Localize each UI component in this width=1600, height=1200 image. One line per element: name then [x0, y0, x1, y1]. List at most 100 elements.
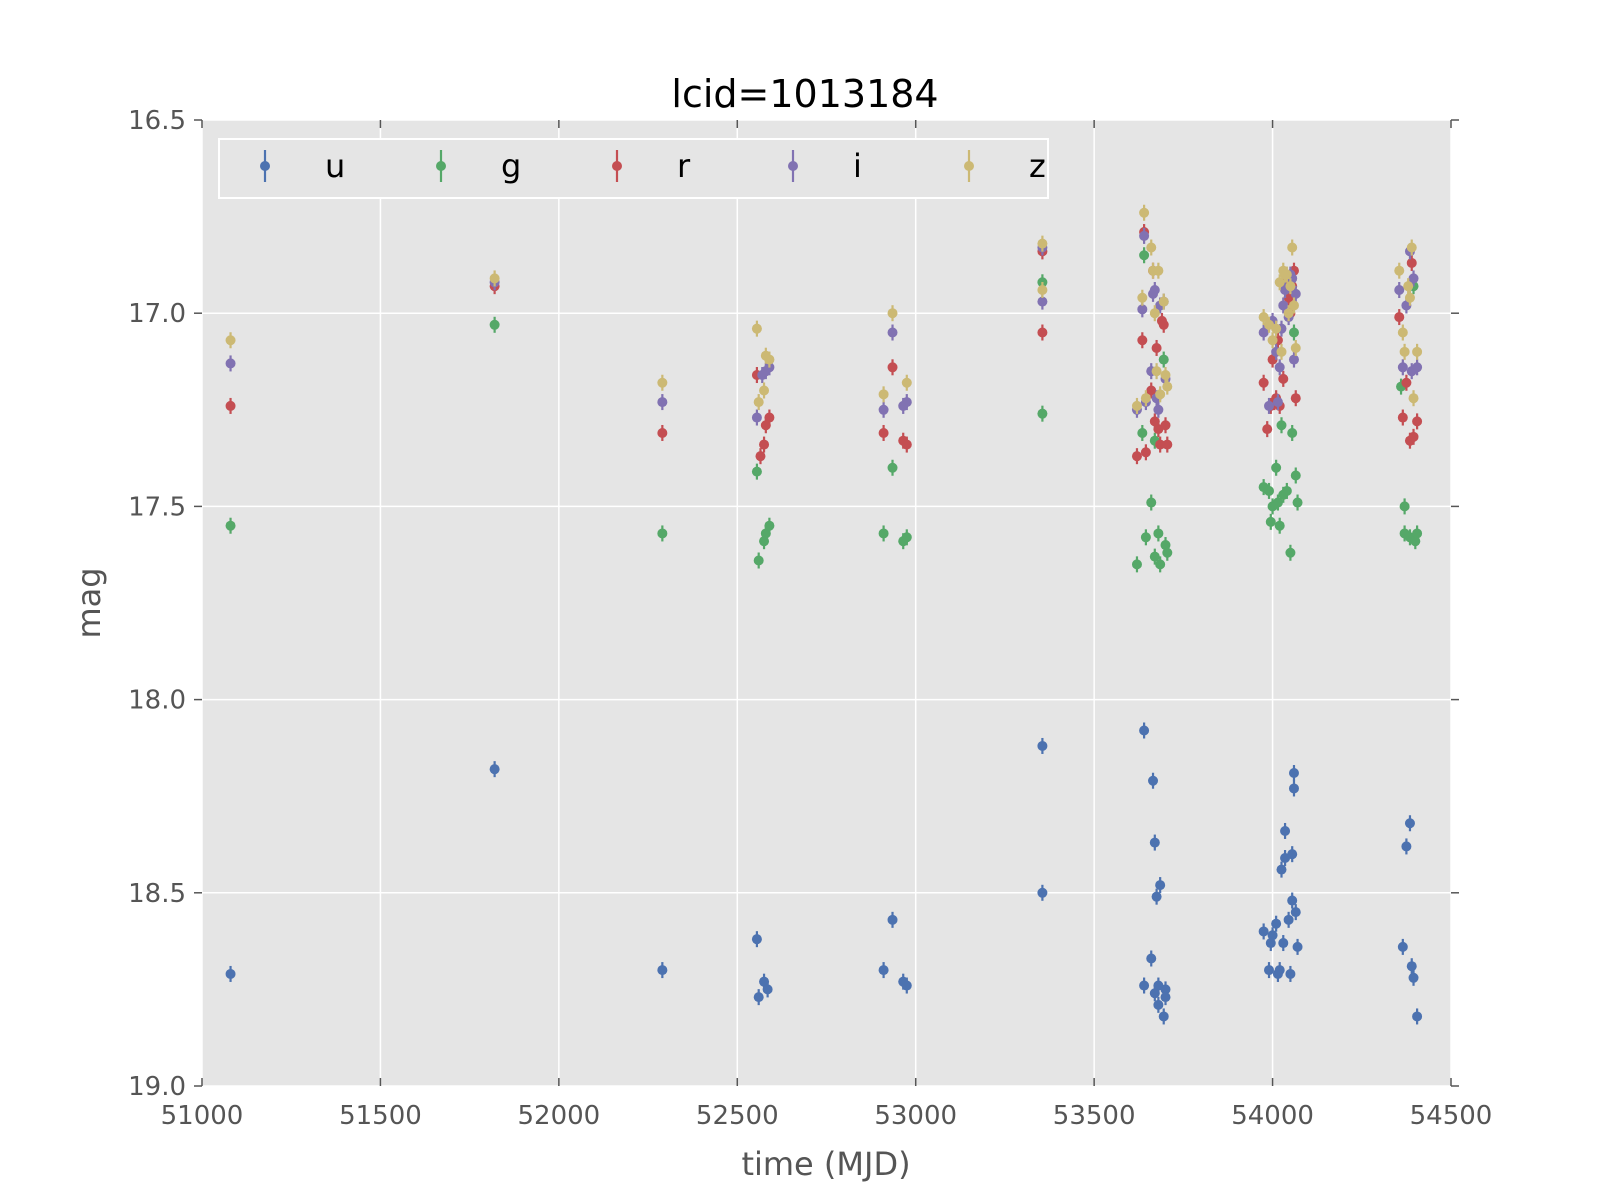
data-point-r — [1406, 257, 1417, 268]
data-point-i — [1153, 404, 1164, 415]
data-point-g — [1287, 427, 1298, 438]
data-point-g — [1274, 520, 1285, 531]
data-point-g — [1265, 516, 1276, 527]
data-point-u — [1397, 941, 1408, 952]
data-point-i — [1037, 296, 1048, 307]
data-point-z — [1281, 269, 1292, 280]
data-point-z — [1158, 296, 1169, 307]
data-point-g — [657, 528, 668, 539]
data-point-z — [1153, 265, 1164, 276]
data-point-g — [878, 528, 889, 539]
data-point-u — [1155, 880, 1166, 891]
data-point-i — [751, 412, 762, 423]
data-point-g — [753, 555, 764, 566]
data-point-z — [759, 385, 770, 396]
legend-marker — [788, 161, 798, 171]
data-point-u — [762, 984, 773, 995]
x-tick-label: 51000 — [161, 1101, 244, 1131]
data-point-i — [657, 397, 668, 408]
data-point-i — [1394, 285, 1405, 296]
data-point-z — [1412, 346, 1423, 357]
data-point-g — [1037, 408, 1048, 419]
legend-marker — [612, 161, 622, 171]
data-point-u — [1274, 965, 1285, 976]
data-point-i — [1264, 400, 1275, 411]
data-point-g — [1271, 462, 1282, 473]
data-point-z — [1267, 335, 1278, 346]
data-point-u — [1406, 961, 1417, 972]
legend-item-z: z — [964, 147, 1046, 185]
data-point-u — [1290, 907, 1301, 918]
legend-label-z: z — [1029, 147, 1046, 185]
data-point-g — [1276, 420, 1287, 431]
series-z — [225, 204, 1423, 414]
data-point-z — [1287, 242, 1298, 253]
data-point-z — [751, 323, 762, 334]
data-point-u — [1139, 980, 1150, 991]
data-point-g — [1290, 470, 1301, 481]
data-point-r — [1262, 424, 1273, 435]
data-point-z — [1408, 393, 1419, 404]
legend-marker — [436, 161, 446, 171]
data-point-z — [1397, 327, 1408, 338]
x-tick-label: 52000 — [517, 1101, 600, 1131]
data-point-g — [1155, 559, 1166, 570]
legend-marker — [964, 161, 974, 171]
data-point-g — [1264, 485, 1275, 496]
data-point-u — [1037, 887, 1048, 898]
data-point-u — [1149, 837, 1160, 848]
data-point-i — [1272, 397, 1283, 408]
data-point-z — [1131, 400, 1142, 411]
x-tick-label: 54500 — [1410, 1101, 1493, 1131]
data-point-z — [1037, 238, 1048, 249]
data-point-u — [751, 934, 762, 945]
chart-title: lcid=1013184 — [671, 72, 938, 116]
data-point-g — [901, 532, 912, 543]
data-point-z — [1276, 346, 1287, 357]
data-point-z — [1258, 312, 1269, 323]
data-point-i — [1139, 230, 1150, 241]
data-point-u — [1287, 895, 1298, 906]
data-point-u — [1139, 725, 1150, 736]
data-point-i — [1149, 285, 1160, 296]
data-point-z — [1288, 300, 1299, 311]
y-tick-label: 19.0 — [128, 1072, 186, 1102]
data-point-r — [1412, 416, 1423, 427]
data-point-i — [1278, 300, 1289, 311]
data-point-z — [1290, 342, 1301, 353]
data-point-r — [1137, 335, 1148, 346]
data-point-z — [1274, 277, 1285, 288]
data-point-z — [1139, 207, 1150, 218]
data-point-z — [1285, 281, 1296, 292]
data-point-r — [1394, 312, 1405, 323]
legend-item-u: u — [260, 147, 345, 185]
x-tick-label: 51500 — [339, 1101, 422, 1131]
data-point-i — [1288, 354, 1299, 365]
data-point-u — [657, 965, 668, 976]
data-point-z — [1037, 285, 1048, 296]
x-tick-label: 54000 — [1231, 1101, 1314, 1131]
legend-item-g: g — [436, 147, 521, 185]
data-point-r — [1401, 377, 1412, 388]
data-point-u — [1264, 965, 1275, 976]
data-point-r — [1131, 451, 1142, 462]
data-point-u — [878, 965, 889, 976]
grid-lines — [201, 119, 1452, 1087]
data-point-u — [1288, 768, 1299, 779]
data-point-z — [225, 335, 236, 346]
data-point-z — [1403, 281, 1414, 292]
data-point-z — [764, 354, 775, 365]
data-point-g — [1281, 485, 1292, 496]
data-point-g — [1140, 532, 1151, 543]
data-point-g — [1399, 501, 1410, 512]
data-points — [225, 204, 1423, 1025]
data-point-g — [1131, 559, 1142, 570]
data-point-u — [1151, 891, 1162, 902]
data-point-z — [753, 397, 764, 408]
data-point-u — [1280, 825, 1291, 836]
data-point-u — [753, 992, 764, 1003]
data-point-u — [1404, 818, 1415, 829]
data-point-i — [1412, 362, 1423, 373]
data-point-z — [1137, 292, 1148, 303]
